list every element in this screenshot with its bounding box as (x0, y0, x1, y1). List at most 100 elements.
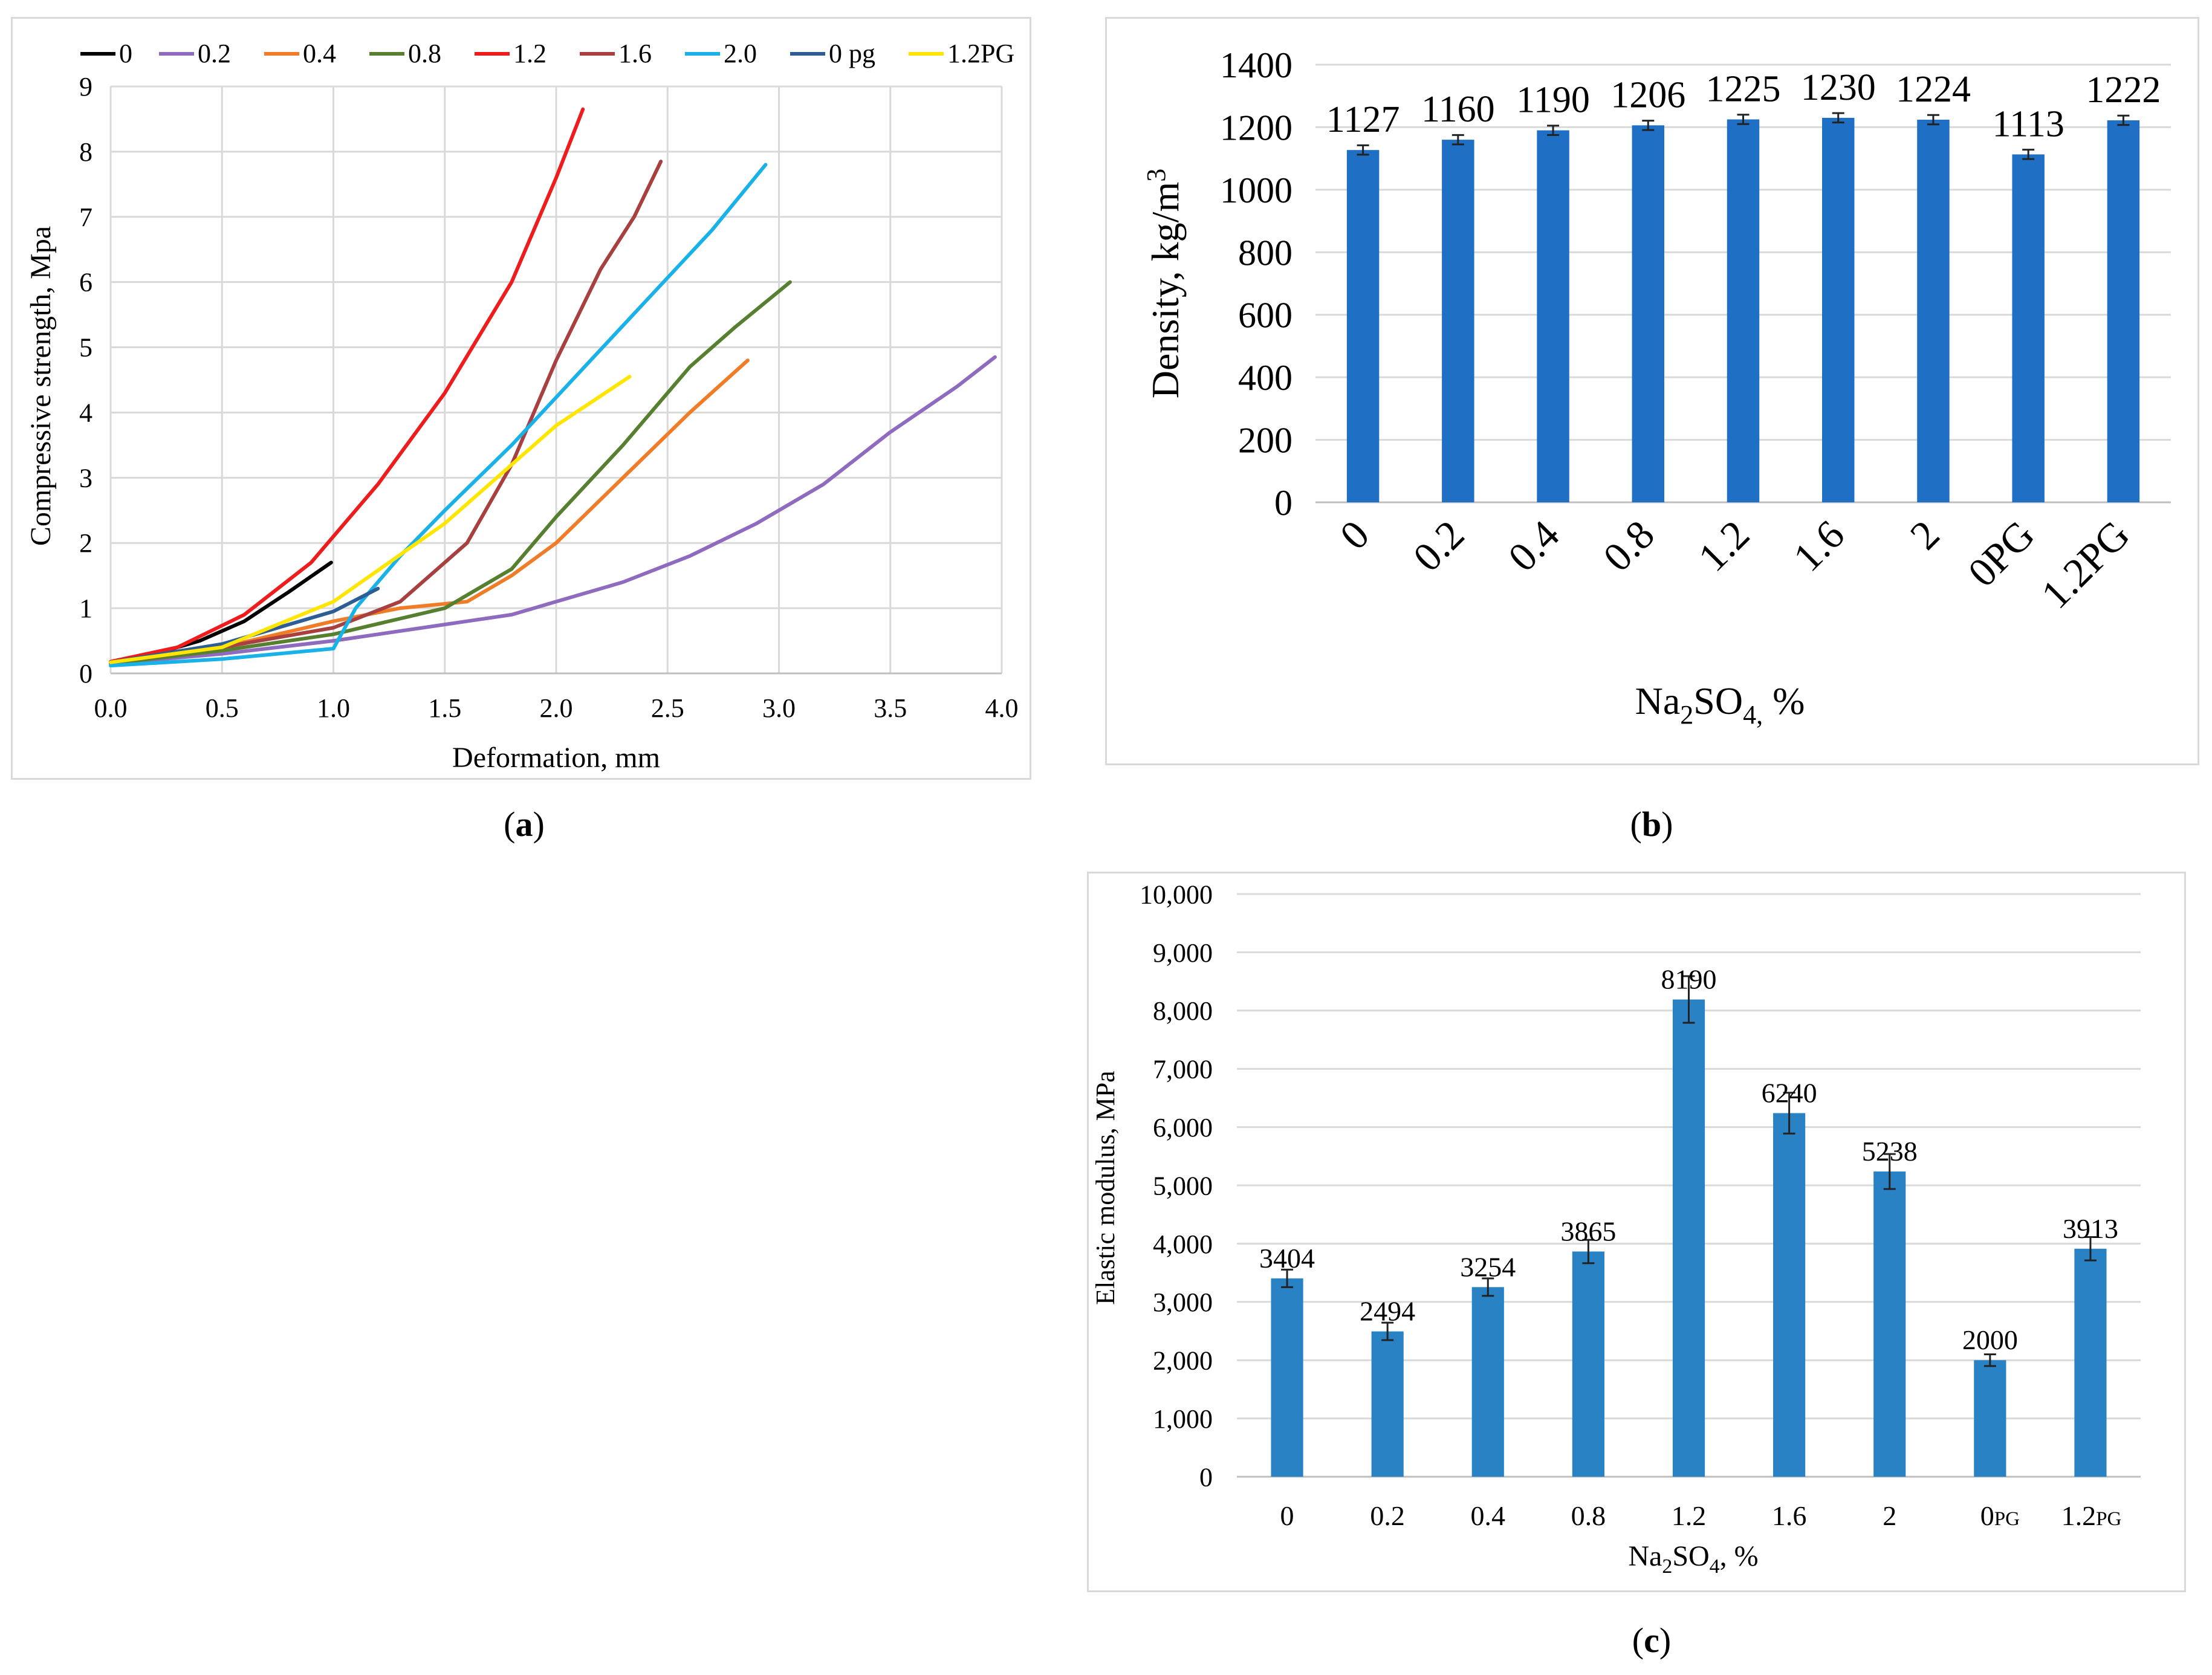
panel-b-density-chart: 0 200 400 600 800 1000 1200 1400 1127 0 1160 0.2 119… (1105, 17, 2199, 765)
series-line-1.2PG (109, 375, 632, 664)
x-tick-label: 1.6 (1784, 511, 1853, 580)
x-tick-label: 2.0 (540, 693, 573, 723)
x-axis-label-part: SO (1693, 679, 1743, 722)
y-axis-label: Compressive strength, Mpa (25, 226, 57, 546)
legend-entry: 1.2 (513, 39, 547, 68)
legend-entry: 1.2PG (947, 39, 1014, 68)
y-tick-label: 6,000 (1153, 1113, 1213, 1142)
legend-entry: 0 pg (829, 39, 875, 68)
bar-8 (2107, 120, 2140, 503)
y-tick-label: 0 (79, 659, 92, 688)
y-tick-label: 8,000 (1153, 996, 1213, 1026)
data-label: 1190 (1516, 80, 1590, 121)
bar-4 (1672, 999, 1705, 1477)
y-tick-label: 8 (79, 137, 92, 167)
x-tick-label: 0.8 (1571, 1500, 1606, 1531)
y-tick-label: 800 (1238, 233, 1292, 273)
x-tick-label: 0.5 (206, 693, 239, 723)
data-label: 1225 (1706, 69, 1781, 110)
y-tick-label: 3,000 (1153, 1288, 1213, 1317)
chart-a-svg: 0.0 0.5 1.0 1.5 2.0 2.5 3.0 3.5 4.0 0 1 2 3 4 5 6 7 8 9 Def… (25, 39, 1019, 774)
x-axis-label-part: Na (1628, 1540, 1662, 1572)
x-tick-label: 2 (1883, 1500, 1896, 1531)
x-axis-label-part: 2 (1662, 1555, 1672, 1578)
bar-1 (1371, 1331, 1404, 1477)
series-line-0.4 (109, 358, 750, 664)
y-tick-label: 1400 (1220, 45, 1292, 85)
legend-entry: 1.6 (618, 39, 652, 68)
y-tick-label: 4,000 (1153, 1230, 1213, 1259)
data-label: 6240 (1762, 1077, 1817, 1108)
x-axis-label-part: 4 (1710, 1555, 1720, 1578)
x-tick-label: 0.4 (1471, 1500, 1506, 1531)
y-tick-label: 9 (79, 72, 92, 102)
data-label: 3404 (1259, 1243, 1315, 1274)
series-line-1.6 (109, 160, 663, 664)
x-axis-label-part: SO (1672, 1540, 1709, 1572)
y-tick-label: 600 (1238, 296, 1292, 335)
data-label: 2494 (1360, 1296, 1415, 1327)
series-line-0.2 (109, 355, 997, 666)
x-tick-label: 3.0 (762, 693, 796, 723)
x-tick-label: 0 (1280, 1500, 1294, 1531)
data-label: 1160 (1421, 89, 1495, 130)
data-label: 3865 (1560, 1216, 1616, 1246)
legend-entry: 0.4 (303, 39, 336, 68)
x-tick-suffix: PG (1994, 1508, 2020, 1530)
legend-entry: 2.0 (724, 39, 757, 68)
y-tick-label: 4 (79, 398, 92, 427)
x-tick-label: 0 (1331, 511, 1378, 559)
x-tick-label: 0PG (1980, 1500, 2020, 1531)
x-tick-suffix: PG (2096, 1508, 2121, 1530)
x-tick-label: 1.0 (317, 693, 350, 723)
bar-3 (1632, 125, 1665, 503)
x-axis-label-part: , % (1720, 1540, 1759, 1572)
series-line-2.0 (109, 163, 768, 668)
x-axis-label-part: % (1763, 679, 1805, 722)
data-label: 1222 (2086, 70, 2161, 111)
y-tick-label: 1,000 (1153, 1404, 1213, 1434)
y-tick-label: 9,000 (1153, 938, 1213, 968)
y-tick-label: 0 (1199, 1462, 1213, 1492)
y-tick-label: 2,000 (1153, 1346, 1213, 1376)
bar-8 (2074, 1248, 2107, 1477)
x-tick-label: 4.0 (985, 693, 1019, 723)
x-tick-label: 3.5 (874, 693, 907, 723)
x-tick-label: 1.5 (428, 693, 461, 723)
y-tick-label: 5,000 (1153, 1171, 1213, 1200)
x-axis-label: Deformation, mm (452, 742, 660, 774)
y-tick-label: 5 (79, 333, 92, 363)
y-axis-label-part: Density, kg/m (1144, 182, 1187, 399)
data-label: 1127 (1326, 99, 1400, 140)
x-axis-label-part: 4, (1743, 700, 1763, 730)
data-label: 8190 (1661, 964, 1717, 994)
bar-2 (1537, 130, 1569, 503)
x-tick-label: 2 (1901, 511, 1948, 559)
data-label: 3254 (1460, 1251, 1516, 1282)
bar-5 (1773, 1113, 1806, 1477)
data-label: 5238 (1862, 1136, 1918, 1167)
x-tick-label: 0.4 (1499, 511, 1568, 580)
bar-0 (1271, 1278, 1303, 1477)
y-tick-label: 7,000 (1153, 1055, 1213, 1084)
bar-2 (1471, 1287, 1504, 1477)
bar-7 (1974, 1360, 2006, 1477)
bar-0 (1346, 150, 1380, 502)
y-tick-label: 0 (1274, 483, 1292, 523)
y-tick-label: 400 (1238, 358, 1292, 398)
bar-1 (1442, 140, 1474, 503)
chart-c-svg: 0 1,000 2,000 3,000 4,000 5,000 6,000 7,000 8,00… (1091, 880, 2141, 1578)
x-tick-label: 1.2 (1672, 1500, 1707, 1531)
data-label: 1113 (1992, 103, 2064, 144)
x-tick-label: 0.0 (94, 693, 128, 723)
x-axis-label-part: 2 (1680, 700, 1693, 730)
y-tick-label: 1200 (1220, 108, 1292, 147)
caption-c: (c) (1632, 1621, 1672, 1660)
x-axis-label: Na2SO4, % (1635, 679, 1805, 730)
y-tick-label: 200 (1238, 421, 1292, 461)
y-tick-label: 1 (79, 594, 92, 623)
y-tick-label: 10,000 (1140, 880, 1213, 909)
caption-b: (b) (1630, 805, 1673, 844)
y-axis-label-sup: 3 (1141, 169, 1171, 182)
data-label: 3913 (2063, 1213, 2118, 1244)
